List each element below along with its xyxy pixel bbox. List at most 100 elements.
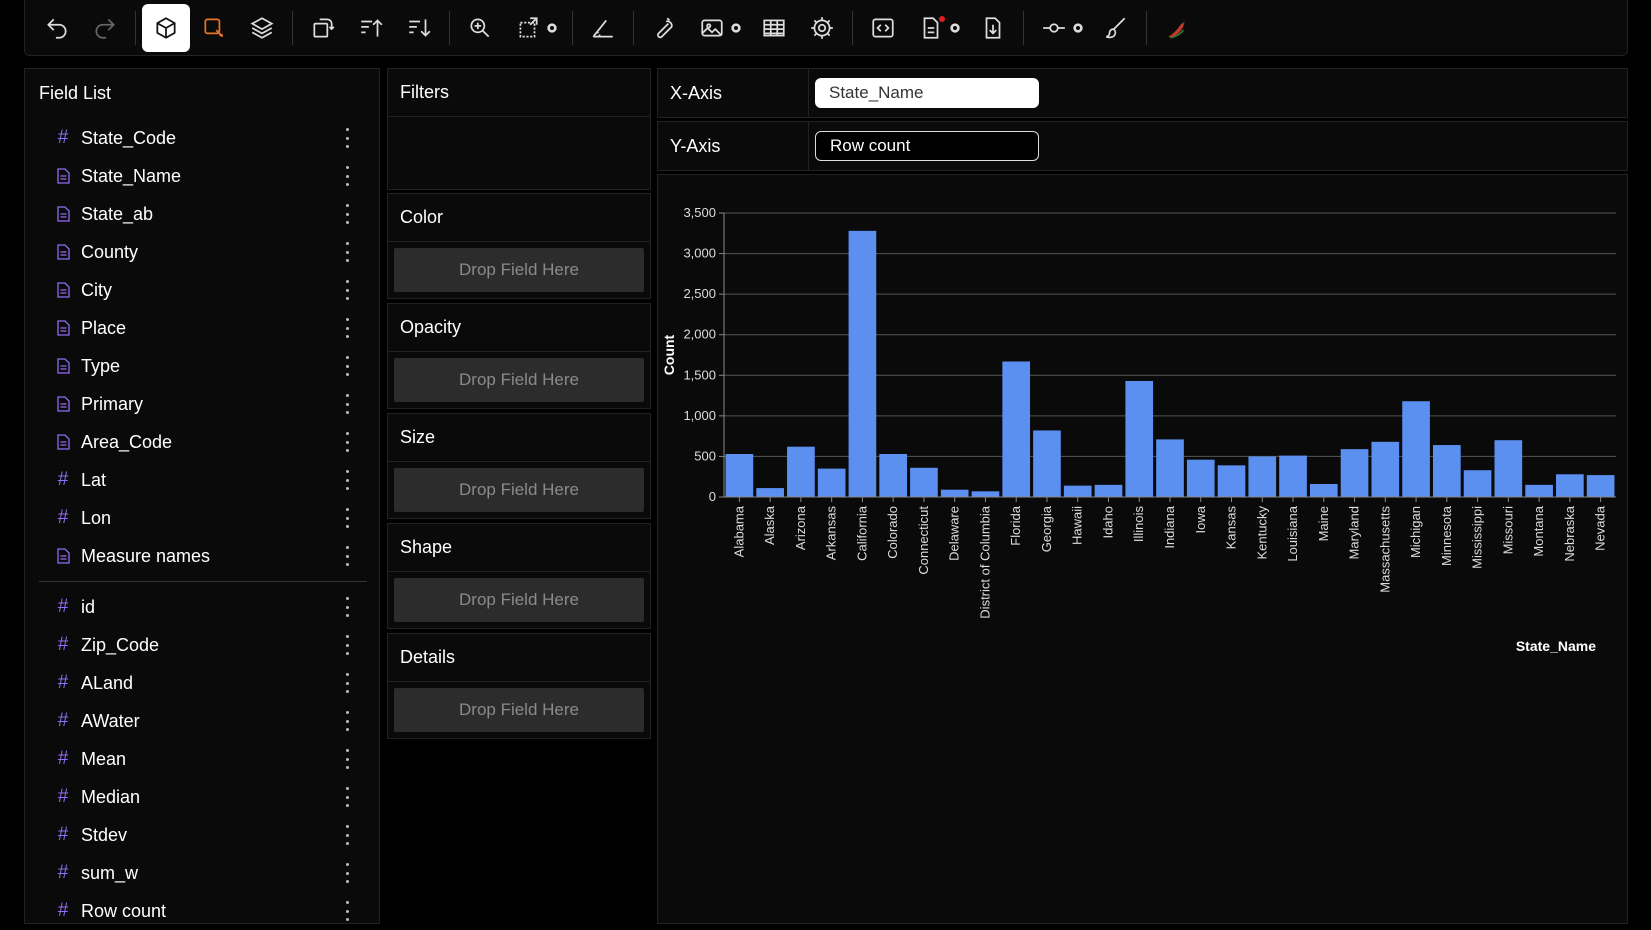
- gear-icon: [811, 16, 833, 39]
- stack-mode-button[interactable]: [238, 4, 286, 52]
- field-item[interactable]: # State_Code: [39, 119, 359, 157]
- field-name: Primary: [81, 393, 143, 414]
- more-options-icon[interactable]: [345, 825, 349, 845]
- more-options-icon[interactable]: [345, 711, 349, 731]
- field-item[interactable]: # Mean: [39, 740, 359, 778]
- x-axis-field-pill[interactable]: State_Name: [815, 78, 1039, 108]
- more-options-icon[interactable]: [345, 356, 349, 376]
- more-options-icon[interactable]: [345, 242, 349, 262]
- x-tick-label: Georgia: [1039, 505, 1054, 552]
- field-item[interactable]: # Zip_Code: [39, 626, 359, 664]
- bar: [1217, 465, 1246, 497]
- settings-button[interactable]: [798, 4, 846, 52]
- field-item[interactable]: Place: [39, 309, 359, 347]
- shape-drop-zone[interactable]: Drop Field Here: [394, 578, 644, 622]
- filters-label: Filters: [388, 69, 650, 117]
- field-name: Median: [81, 786, 141, 807]
- more-options-icon[interactable]: [345, 280, 349, 300]
- bar-chart[interactable]: 0 500 1,000 1,500 2,000 2,500 3,000 3,500 Count A…: [658, 175, 1627, 923]
- spec-export-button[interactable]: [907, 4, 955, 52]
- field-item[interactable]: Measure names: [39, 537, 359, 575]
- field-item[interactable]: # Median: [39, 778, 359, 816]
- filters-drop-zone[interactable]: [388, 117, 650, 189]
- field-item[interactable]: City: [39, 271, 359, 309]
- x-tick-label: Delaware: [947, 506, 962, 561]
- field-item[interactable]: # Lat: [39, 461, 359, 499]
- x-axis-title: State_Name: [1516, 638, 1596, 654]
- sort-ascending-button[interactable]: [347, 4, 395, 52]
- field-item[interactable]: # Row count: [39, 892, 359, 930]
- more-options-icon[interactable]: [345, 673, 349, 693]
- more-options-icon[interactable]: [345, 749, 349, 769]
- field-item[interactable]: # AWater: [39, 702, 359, 740]
- details-drop-zone[interactable]: Drop Field Here: [394, 688, 644, 732]
- more-options-icon[interactable]: [345, 204, 349, 224]
- more-options-icon[interactable]: [345, 166, 349, 186]
- more-options-icon[interactable]: [345, 863, 349, 883]
- field-item[interactable]: State_ab: [39, 195, 359, 233]
- field-item[interactable]: Area_Code: [39, 423, 359, 461]
- x-tick-label: California: [854, 505, 869, 561]
- table-view-button[interactable]: [750, 4, 798, 52]
- tools-button[interactable]: [640, 4, 688, 52]
- x-tick-label: Nebraska: [1562, 505, 1577, 561]
- field-item[interactable]: County: [39, 233, 359, 271]
- paint-button[interactable]: [1092, 4, 1140, 52]
- more-options-icon[interactable]: [345, 546, 349, 566]
- brush-select-button[interactable]: [579, 4, 627, 52]
- more-options-icon[interactable]: [345, 901, 349, 921]
- field-name: ALand: [81, 672, 134, 693]
- field-name: County: [81, 241, 139, 262]
- more-options-icon[interactable]: [345, 508, 349, 528]
- field-item[interactable]: State_Name: [39, 157, 359, 195]
- field-item[interactable]: # Lon: [39, 499, 359, 537]
- bar: [971, 491, 1000, 497]
- zoom-in-icon: [470, 17, 490, 37]
- transpose-button[interactable]: [299, 4, 347, 52]
- opacity-drop-zone[interactable]: Drop Field Here: [394, 358, 644, 402]
- app-logo[interactable]: [1153, 4, 1201, 52]
- redo-button[interactable]: [81, 4, 129, 52]
- field-item[interactable]: # Stdev: [39, 816, 359, 854]
- sort-descending-button[interactable]: [395, 4, 443, 52]
- more-options-icon[interactable]: [345, 128, 349, 148]
- code-export-button[interactable]: [859, 4, 907, 52]
- bar: [940, 489, 969, 497]
- field-name: Zip_Code: [81, 634, 160, 655]
- layout-mode-button[interactable]: [504, 4, 552, 52]
- x-tick-label: Hawaii: [1070, 506, 1085, 545]
- more-options-icon[interactable]: [345, 394, 349, 414]
- commit-settings-gear-icon[interactable]: [1070, 20, 1086, 36]
- undo-button[interactable]: [33, 4, 81, 52]
- more-options-icon[interactable]: [345, 787, 349, 807]
- export-image-button[interactable]: [688, 4, 736, 52]
- commit-line-button[interactable]: [1030, 4, 1078, 52]
- field-item[interactable]: # sum_w: [39, 854, 359, 892]
- sort-descending-icon: [409, 18, 431, 37]
- x-tick-label: Alabama: [731, 505, 746, 557]
- zoom-button[interactable]: [456, 4, 504, 52]
- bar: [1033, 430, 1061, 497]
- field-item[interactable]: # ALand: [39, 664, 359, 702]
- y-tick-label: 500: [694, 448, 716, 463]
- field-item[interactable]: # id: [39, 588, 359, 626]
- spec-settings-gear-icon[interactable]: [947, 20, 963, 36]
- color-drop-zone[interactable]: Drop Field Here: [394, 248, 644, 292]
- more-options-icon[interactable]: [345, 470, 349, 490]
- x-tick-label: Missouri: [1500, 506, 1515, 555]
- field-item[interactable]: Primary: [39, 385, 359, 423]
- y-axis-field-pill[interactable]: Row count: [815, 131, 1039, 161]
- aggregation-toggle-button[interactable]: [142, 3, 190, 52]
- download-button[interactable]: [969, 4, 1017, 52]
- bar: [1494, 440, 1523, 497]
- mark-type-button[interactable]: [190, 4, 238, 52]
- x-tick-label: Kentucky: [1254, 506, 1269, 560]
- size-drop-zone[interactable]: Drop Field Here: [394, 468, 644, 512]
- more-options-icon[interactable]: [345, 318, 349, 338]
- more-options-icon[interactable]: [345, 432, 349, 452]
- layout-settings-gear-icon[interactable]: [544, 20, 560, 36]
- field-item[interactable]: Type: [39, 347, 359, 385]
- image-settings-gear-icon[interactable]: [728, 20, 744, 36]
- more-options-icon[interactable]: [345, 635, 349, 655]
- more-options-icon[interactable]: [345, 597, 349, 617]
